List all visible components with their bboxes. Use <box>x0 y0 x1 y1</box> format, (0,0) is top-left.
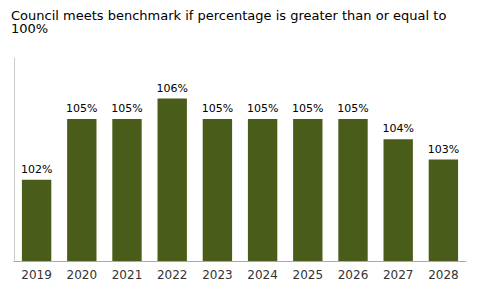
svg-text:2021: 2021 <box>112 268 143 282</box>
svg-text:2026: 2026 <box>338 268 369 282</box>
svg-text:Council meets benchmark if per: Council meets benchmark if percentage is… <box>11 8 451 23</box>
svg-text:105%: 105% <box>111 102 142 115</box>
svg-text:105%: 105% <box>202 102 233 115</box>
svg-text:105%: 105% <box>66 102 97 115</box>
svg-text:105%: 105% <box>337 102 368 115</box>
svg-text:106%: 106% <box>156 82 187 95</box>
svg-text:2023: 2023 <box>202 268 233 282</box>
svg-text:2019: 2019 <box>21 268 52 282</box>
svg-text:2028: 2028 <box>428 268 459 282</box>
svg-text:100%: 100% <box>11 21 48 36</box>
svg-text:2027: 2027 <box>383 268 414 282</box>
svg-text:103%: 103% <box>428 143 459 156</box>
svg-text:102%: 102% <box>21 163 52 176</box>
svg-text:2022: 2022 <box>157 268 188 282</box>
svg-text:2024: 2024 <box>247 268 278 282</box>
svg-text:104%: 104% <box>382 122 413 135</box>
svg-text:105%: 105% <box>247 102 278 115</box>
svg-text:2025: 2025 <box>293 268 324 282</box>
svg-text:105%: 105% <box>292 102 323 115</box>
svg-text:2020: 2020 <box>67 268 98 282</box>
